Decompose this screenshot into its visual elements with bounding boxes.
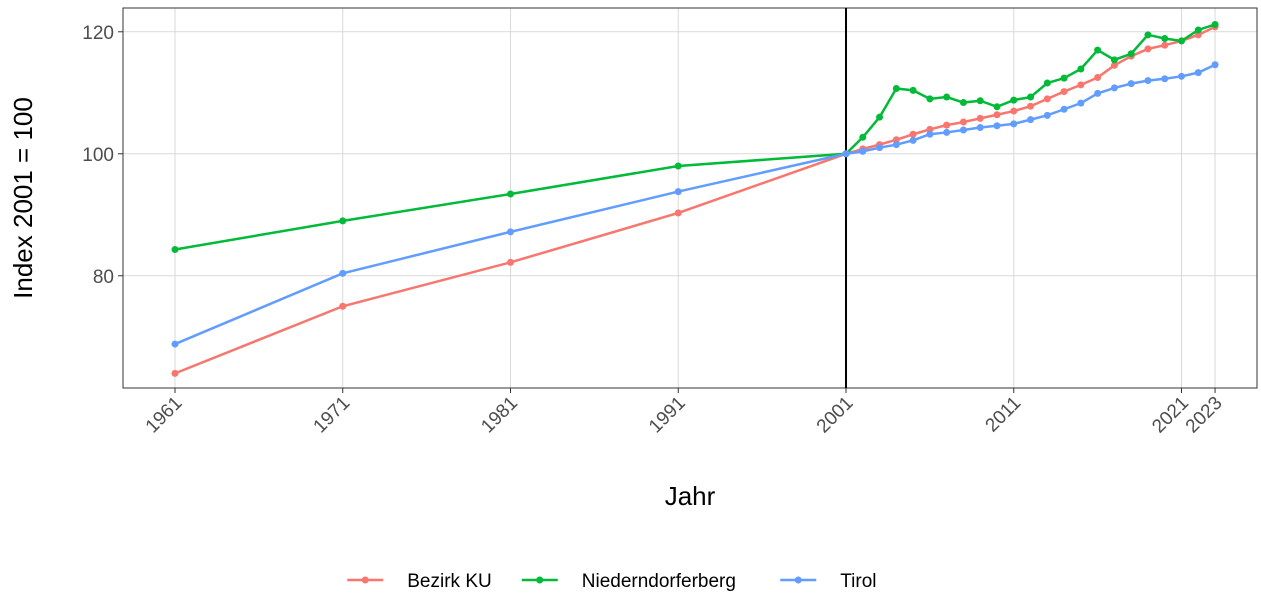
legend-label: Tirol	[840, 571, 876, 592]
point	[892, 136, 900, 144]
point	[1194, 69, 1202, 77]
point	[876, 113, 884, 121]
legend-label: Niederndorferberg	[582, 571, 736, 592]
y-axis-label: Index 2001 = 100	[8, 97, 38, 299]
point	[1211, 20, 1219, 28]
point	[339, 269, 347, 277]
point	[859, 147, 867, 155]
point	[1161, 75, 1169, 83]
point	[1043, 111, 1051, 119]
point	[171, 369, 179, 377]
point	[1144, 31, 1152, 39]
point	[959, 99, 967, 107]
point	[959, 118, 967, 126]
point	[943, 93, 951, 101]
point	[1178, 37, 1186, 45]
point	[993, 122, 1001, 130]
point	[171, 340, 179, 348]
point	[926, 125, 934, 133]
point	[909, 136, 917, 144]
point	[926, 130, 934, 138]
point	[1010, 107, 1018, 115]
point	[1060, 74, 1068, 82]
point	[1211, 61, 1219, 69]
x-tick-label: 1971	[310, 393, 355, 438]
y-tick-label: 120	[82, 23, 114, 44]
point	[1127, 80, 1135, 88]
point	[909, 130, 917, 138]
line	[174, 63, 1216, 346]
point	[1094, 46, 1102, 54]
point	[171, 246, 179, 254]
point	[859, 133, 867, 141]
point	[1043, 79, 1051, 87]
x-tick-label: 2021	[1148, 393, 1193, 438]
point	[1010, 96, 1018, 104]
x-tick-label: 1991	[645, 393, 690, 438]
point	[674, 162, 682, 170]
legend-key-point	[361, 576, 369, 584]
point	[1127, 50, 1135, 58]
point	[892, 141, 900, 149]
point	[976, 97, 984, 105]
point	[1161, 41, 1169, 49]
point	[339, 302, 347, 310]
point	[892, 85, 900, 93]
point	[943, 121, 951, 129]
point	[507, 190, 515, 198]
legend-key-point	[794, 576, 802, 584]
point	[1010, 120, 1018, 128]
point	[1043, 95, 1051, 103]
point	[1110, 56, 1118, 64]
point	[1060, 88, 1068, 96]
point	[976, 124, 984, 132]
point	[842, 150, 850, 158]
x-axis-label: Jahr	[665, 481, 716, 511]
point	[507, 258, 515, 266]
point	[1110, 84, 1118, 92]
point	[1144, 45, 1152, 53]
plot-border	[122, 7, 1258, 389]
x-tick-label: 1961	[142, 393, 187, 438]
point	[1194, 31, 1202, 39]
x-tick-label: 2001	[813, 393, 858, 438]
point	[507, 228, 515, 236]
point	[943, 128, 951, 136]
point	[1110, 61, 1118, 69]
point	[909, 86, 917, 94]
point	[1077, 65, 1085, 73]
point	[674, 188, 682, 196]
point	[1027, 102, 1035, 110]
point	[976, 114, 984, 122]
line	[174, 23, 1216, 251]
point	[1060, 105, 1068, 113]
point	[876, 144, 884, 152]
point	[674, 209, 682, 217]
legend-key-point	[536, 576, 544, 584]
x-tick-label: 1981	[477, 393, 522, 438]
point	[926, 95, 934, 103]
point	[1077, 99, 1085, 107]
point	[993, 103, 1001, 111]
point	[993, 111, 1001, 119]
point	[959, 126, 967, 134]
y-tick-label: 100	[82, 145, 114, 166]
point	[1077, 81, 1085, 89]
point	[1094, 89, 1102, 97]
x-tick-label: 2023	[1182, 393, 1227, 438]
point	[1194, 26, 1202, 34]
point	[1144, 77, 1152, 85]
point	[1094, 74, 1102, 82]
y-tick-label: 80	[93, 267, 114, 288]
point	[1161, 34, 1169, 42]
point	[1027, 116, 1035, 124]
legend-label: Bezirk KU	[407, 571, 491, 592]
point	[1178, 72, 1186, 80]
x-tick-label: 2011	[982, 393, 1026, 437]
point	[1027, 93, 1035, 101]
point	[339, 217, 347, 225]
